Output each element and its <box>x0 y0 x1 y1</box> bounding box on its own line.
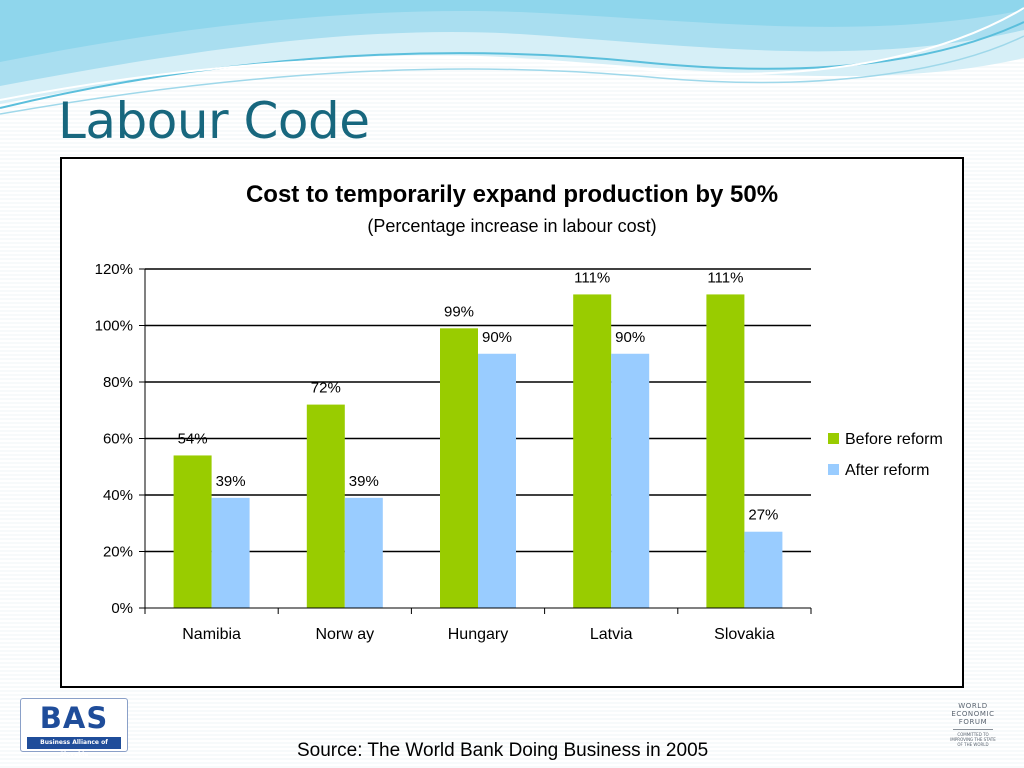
chart-subtitle: (Percentage increase in labour cost) <box>367 216 656 236</box>
data-label: 90% <box>482 329 512 346</box>
data-labels: 54% 39% 72% 39% 99% 90% 111% 90% 111% 27% <box>178 269 779 523</box>
bar-chart: Cost to temporarily expand production by… <box>95 181 943 643</box>
legend-swatch <box>828 464 839 475</box>
bar-after-reform <box>344 497 383 608</box>
data-label: 39% <box>216 473 246 490</box>
x-axis-category-label: Slovakia <box>714 626 775 643</box>
source-note: Source: The World Bank Doing Business in… <box>297 740 709 761</box>
header-wave-decoration <box>0 0 1024 115</box>
bar-after-reform <box>611 353 650 608</box>
y-axis-tick-label: 60% <box>103 431 133 448</box>
wef-logo-line: ECONOMIC <box>951 710 995 718</box>
legend-swatch <box>828 433 839 444</box>
x-axis-category-label: Latvia <box>590 626 633 643</box>
bas-logo-mark: BAS <box>39 701 109 735</box>
bar-before-reform <box>440 328 478 608</box>
slide-title: Labour Code <box>58 92 370 150</box>
legend-label: Before reform <box>845 431 943 448</box>
bar-before-reform <box>573 294 612 608</box>
bar-before-reform <box>706 294 745 608</box>
y-axis-tick-label: 120% <box>95 261 133 278</box>
y-axis-tick-label: 20% <box>103 544 133 561</box>
bas-logo: BAS Business Alliance of Slovakia <box>20 698 128 758</box>
y-axis-tick-label: 80% <box>103 374 133 391</box>
data-label: 39% <box>349 473 379 490</box>
data-label: 99% <box>444 303 474 320</box>
axes <box>139 268 812 614</box>
wave-line-3 <box>0 35 1024 115</box>
wef-logo: WORLD ECONOMIC FORUM COMMITTED TO IMPROV… <box>942 702 1004 764</box>
bar-before-reform <box>306 404 345 608</box>
x-axis-category-label: Namibia <box>182 626 241 643</box>
bar-before-reform <box>173 455 212 608</box>
wef-logo-tagline: OF THE WORLD <box>957 742 989 747</box>
wef-logo-line: FORUM <box>958 718 988 726</box>
wave-line-1 <box>0 21 1024 109</box>
data-label: 111% <box>707 269 743 286</box>
chart-title: Cost to temporarily expand production by… <box>246 181 778 208</box>
bar-after-reform <box>744 531 783 608</box>
data-label: 54% <box>178 430 208 447</box>
wef-logo-line: WORLD <box>958 702 988 710</box>
data-label: 90% <box>615 329 645 346</box>
wave-line-2 <box>0 7 1024 101</box>
wef-logo-tagline: COMMITTED TO <box>957 732 989 737</box>
bar-after-reform <box>211 497 250 608</box>
wef-logo-tagline: IMPROVING THE STATE <box>950 737 996 742</box>
x-axis-category-label: Norw ay <box>315 626 374 643</box>
data-label: 72% <box>311 380 341 397</box>
chart-legend: Before reform After reform <box>828 431 943 479</box>
bas-logo-tagline: Business Alliance of Slovakia <box>27 737 121 758</box>
chart-frame: Cost to temporarily expand production by… <box>60 157 964 688</box>
legend-label: After reform <box>845 462 929 479</box>
data-label: 111% <box>574 269 610 286</box>
y-axis-tick-label: 40% <box>103 487 133 504</box>
bars <box>173 294 783 608</box>
y-axis-tick-label: 100% <box>95 318 133 335</box>
wave-band-top <box>0 0 1024 62</box>
x-axis-category-label: Hungary <box>448 626 508 643</box>
y-axis-tick-labels: 0% 20% 40% 60% 80% 100% 120% <box>95 261 133 617</box>
wef-logo-rule <box>953 729 993 730</box>
y-axis-tick-label: 0% <box>111 600 133 617</box>
x-axis-category-labels: Namibia Norw ay Hungary Latvia Slovakia <box>182 626 774 643</box>
bar-after-reform <box>478 353 516 608</box>
data-label: 27% <box>748 507 778 524</box>
